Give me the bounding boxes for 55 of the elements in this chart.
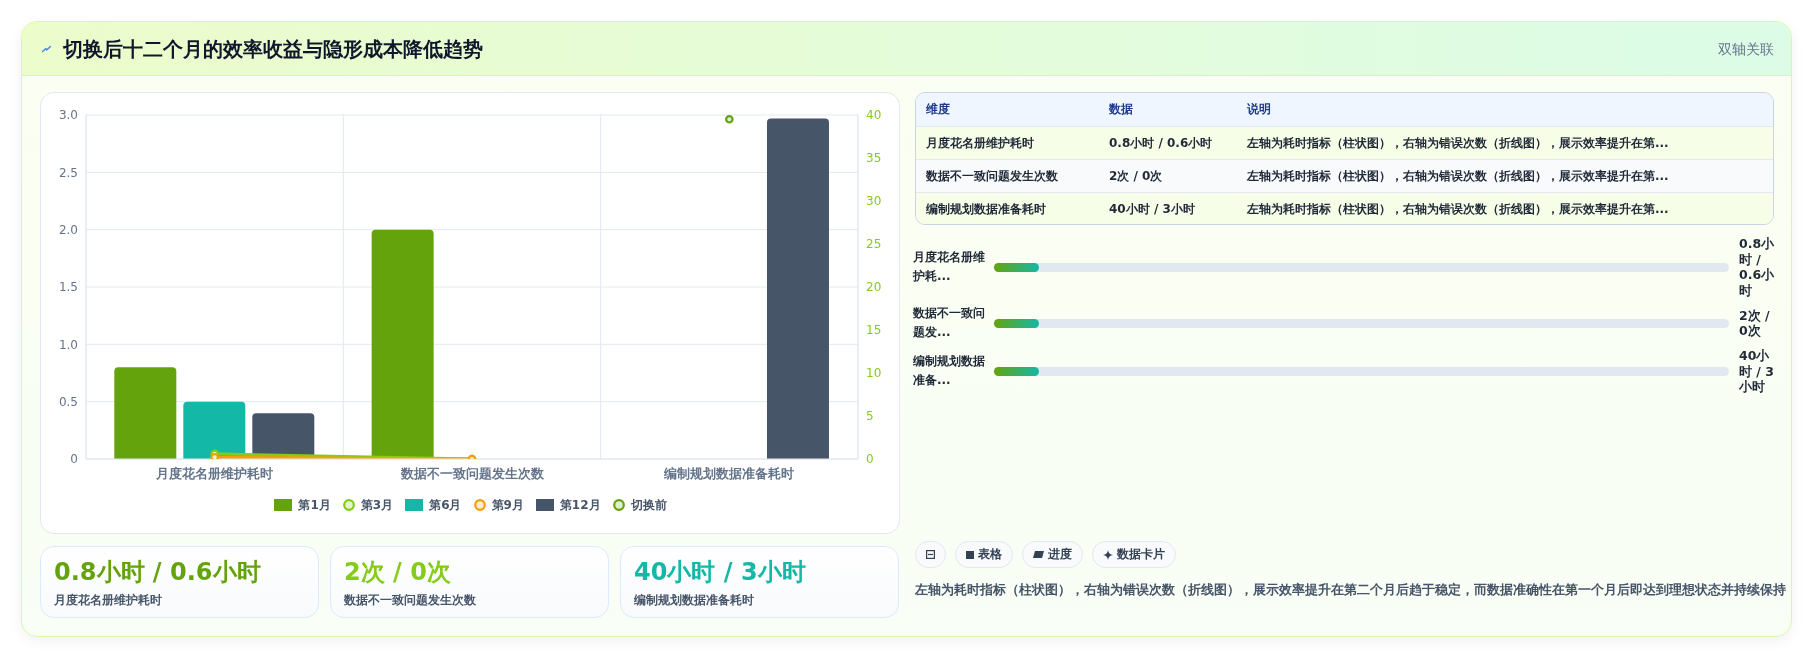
text: 维度 bbox=[926, 102, 950, 116]
legend-label: 切换前 bbox=[630, 496, 667, 514]
text: 0.8小时 / 0.6小时 bbox=[54, 558, 261, 586]
legend-label: 第1月 bbox=[298, 496, 331, 514]
text: 2次 / 0次 bbox=[1739, 307, 1770, 339]
text: 40小时 / 3小时 bbox=[1109, 202, 1195, 216]
text: 数据不一致问题发生次数 bbox=[344, 593, 476, 607]
text: 左轴为耗时指标（柱状图），右轴为错误次数（折线图），展示效率提升在第... bbox=[1247, 136, 1669, 150]
text: 40小时 / 3小时 bbox=[634, 558, 806, 586]
y-tick-label: 2.5 bbox=[58, 165, 78, 180]
x-tick-label: 月度花名册维护耗时 bbox=[155, 466, 274, 482]
text: 表格 bbox=[978, 546, 1002, 563]
text: 2次 / 0次 bbox=[344, 558, 451, 586]
y2-tick-label: 35 bbox=[866, 151, 882, 166]
y2-tick-label: 20 bbox=[866, 280, 882, 295]
text: 编制规划数据准备耗时 bbox=[634, 593, 754, 607]
text: 说明 bbox=[1247, 102, 1271, 116]
text: 数据卡片 bbox=[1117, 546, 1165, 563]
text: 进度 bbox=[1048, 546, 1072, 563]
text: 2次 / 0次 bbox=[1109, 169, 1163, 183]
text: 左轴为耗时指标（柱状图），右轴为错误次数（折线图），展示效率提升在第... bbox=[1247, 169, 1669, 183]
y2-tick-label: 0 bbox=[866, 452, 874, 467]
legend-label: 第6月 bbox=[429, 496, 462, 514]
text: 双轴关联 bbox=[1718, 41, 1774, 57]
text: 编制规划数据准备耗时 bbox=[926, 202, 1046, 216]
y2-tick-label: 15 bbox=[866, 323, 882, 338]
text: 切换后十二个月的效率收益与隐形成本降低趋势 bbox=[63, 37, 483, 61]
y-tick-label: 0.5 bbox=[58, 394, 78, 409]
legend-label: 第3月 bbox=[360, 496, 394, 514]
y2-tick-label: 10 bbox=[866, 366, 882, 381]
x-tick-label: 编制规划数据准备耗时 bbox=[663, 466, 795, 482]
y2-tick-label: 5 bbox=[866, 409, 874, 424]
legend-label: 第12月 bbox=[559, 496, 601, 514]
legend-label: 第9月 bbox=[491, 496, 524, 514]
text: 数据 bbox=[1109, 102, 1133, 116]
y2-tick-label: 30 bbox=[866, 194, 882, 209]
text: 0.8小时 / 0.6小时 bbox=[1739, 236, 1775, 299]
text: 数据不一致问题发生次数 bbox=[926, 169, 1058, 183]
text: 左轴为耗时指标（柱状图），右轴为错误次数（折线图），展示效率提升在第二个月后趋于稳定，而数据准确性在第一个月后即达到理想状态并持续保持 bbox=[915, 582, 1786, 597]
text: 40小时 / 3小时 bbox=[1739, 347, 1774, 395]
text: 0.8小时 / 0.6小时 bbox=[1109, 136, 1213, 150]
y-tick-label: 2.0 bbox=[58, 222, 78, 237]
text: 数据不一致问题发... bbox=[913, 305, 985, 340]
text: 编制规划数据准备... bbox=[913, 353, 985, 388]
y2-tick-label: 40 bbox=[866, 108, 882, 123]
y-tick-label: 1.5 bbox=[58, 280, 78, 295]
y-tick-label: 3.0 bbox=[58, 108, 78, 123]
y-tick-label: 0 bbox=[70, 452, 78, 467]
y2-tick-label: 25 bbox=[866, 237, 882, 252]
text: 月度花名册维护耗时 bbox=[926, 136, 1034, 150]
text: 左轴为耗时指标（柱状图），右轴为错误次数（折线图），展示效率提升在第... bbox=[1247, 202, 1669, 216]
y-tick-label: 1.0 bbox=[58, 337, 78, 352]
text: 月度花名册维护耗时 bbox=[54, 593, 162, 607]
x-tick-label: 数据不一致问题发生次数 bbox=[399, 466, 545, 482]
text: 月度花名册维护耗... bbox=[913, 249, 985, 284]
